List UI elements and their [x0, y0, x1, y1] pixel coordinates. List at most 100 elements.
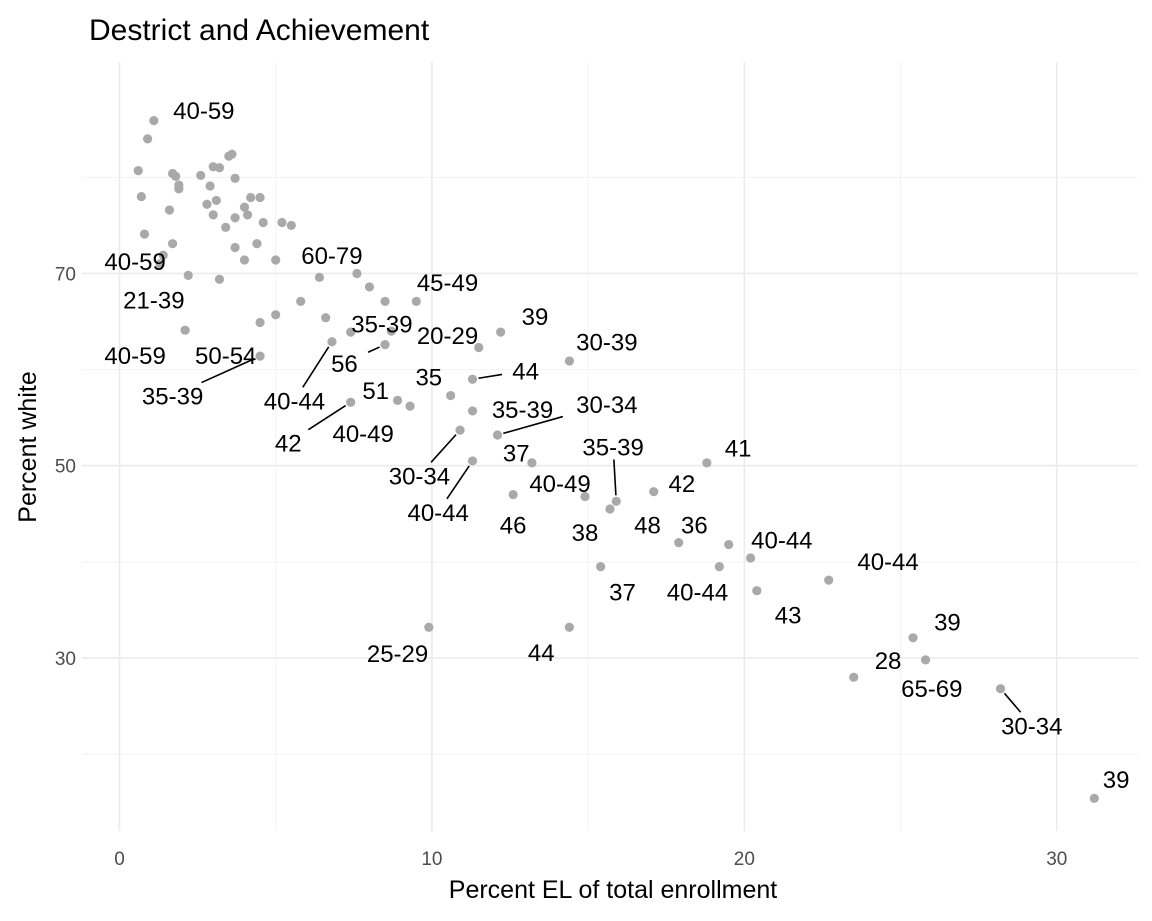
data-point — [139, 229, 150, 239]
data-point — [346, 397, 356, 407]
data-point — [230, 213, 240, 223]
data-point — [286, 220, 296, 231]
point-label: 48 — [634, 512, 661, 539]
point-label: 42 — [275, 431, 302, 458]
data-point — [496, 327, 506, 337]
data-point — [455, 425, 465, 435]
data-point — [386, 326, 396, 336]
point-label: 35 — [415, 364, 442, 391]
data-point — [168, 239, 178, 249]
x-tick-label: 20 — [734, 849, 755, 870]
grid — [82, 62, 1138, 831]
data-point — [230, 173, 240, 183]
data-point — [277, 217, 287, 228]
label-leader-line — [478, 373, 503, 380]
point-label: 40-49 — [332, 421, 393, 448]
point-label: 30-34 — [1001, 713, 1062, 740]
data-point — [171, 171, 181, 181]
data-point — [724, 539, 734, 550]
data-point — [527, 458, 537, 468]
point-label: 42 — [669, 471, 696, 498]
point-label: 30-34 — [576, 392, 637, 419]
point-label: 40-59 — [173, 98, 234, 125]
data-point — [155, 259, 165, 269]
data-point — [252, 239, 262, 249]
data-point — [564, 356, 574, 366]
data-point — [143, 134, 153, 144]
data-point — [411, 296, 421, 306]
data-points — [133, 116, 1099, 803]
y-tick-label: 50 — [55, 457, 76, 478]
point-label: 44 — [512, 359, 539, 386]
data-point — [380, 296, 390, 306]
chart-title: Destrict and Achievement — [89, 14, 430, 47]
data-point — [174, 184, 184, 194]
label-leader-line — [613, 459, 617, 496]
label-leader-line — [503, 415, 564, 435]
data-point — [908, 633, 918, 643]
point-label: 39 — [934, 609, 961, 636]
data-point — [474, 342, 484, 353]
point-label: 38 — [572, 520, 599, 547]
point-label: 40-44 — [857, 549, 918, 576]
point-label: 40-44 — [264, 388, 325, 415]
point-label: 40-44 — [407, 500, 468, 527]
point-label: 35-39 — [582, 435, 643, 462]
data-point — [255, 317, 265, 328]
data-point — [467, 456, 478, 466]
data-point — [214, 274, 225, 284]
data-point — [239, 202, 250, 212]
point-label: 35-39 — [142, 384, 203, 411]
axis-ticks: 0 10 20 30 30 50 70 — [55, 264, 1067, 870]
data-point — [1089, 793, 1099, 803]
data-point — [296, 296, 306, 306]
label-leader-line — [430, 434, 457, 463]
label-leaders — [201, 346, 1022, 713]
data-point — [752, 586, 762, 596]
data-point — [995, 684, 1006, 694]
point-label: 41 — [725, 435, 752, 462]
x-tick-label: 10 — [421, 849, 442, 870]
point-labels: 40-59 40-59 21-39 40-59 50-54 35-39 60-79 45-49… — [104, 98, 1129, 794]
data-point — [849, 672, 859, 682]
label-leader-line — [446, 465, 470, 500]
data-point — [314, 272, 325, 282]
data-point — [492, 430, 503, 440]
data-point — [702, 458, 712, 468]
data-point — [255, 351, 265, 361]
data-point — [271, 255, 281, 265]
x-tick-label: 0 — [114, 849, 125, 870]
data-point — [649, 487, 659, 497]
data-point — [364, 282, 375, 292]
data-point — [239, 255, 250, 265]
data-point — [467, 406, 478, 416]
point-label: 35-39 — [351, 311, 412, 338]
data-point — [133, 166, 143, 176]
point-label: 51 — [362, 378, 389, 405]
label-leader-line — [307, 404, 347, 431]
point-label: 25-29 — [367, 641, 428, 668]
data-point — [149, 116, 159, 126]
data-point — [580, 491, 590, 502]
point-label: 37 — [503, 440, 530, 467]
data-point — [205, 181, 215, 191]
data-point — [564, 622, 574, 632]
point-label: 30-34 — [389, 463, 450, 490]
data-point — [136, 191, 146, 202]
point-label: 65-69 — [901, 676, 962, 703]
data-point — [158, 250, 168, 260]
label-leader-line — [1003, 692, 1022, 713]
y-tick-label: 70 — [55, 264, 76, 285]
point-label: 40-44 — [667, 580, 728, 607]
data-point — [424, 622, 434, 632]
data-point — [405, 401, 415, 411]
y-tick-label: 30 — [55, 649, 76, 670]
data-point — [227, 149, 237, 159]
point-label: 20-29 — [417, 323, 478, 350]
x-axis-title: Percent EL of total enrollment — [449, 876, 777, 904]
data-point — [214, 163, 225, 173]
data-point — [446, 390, 456, 401]
data-point — [380, 340, 390, 350]
data-point — [255, 192, 265, 203]
